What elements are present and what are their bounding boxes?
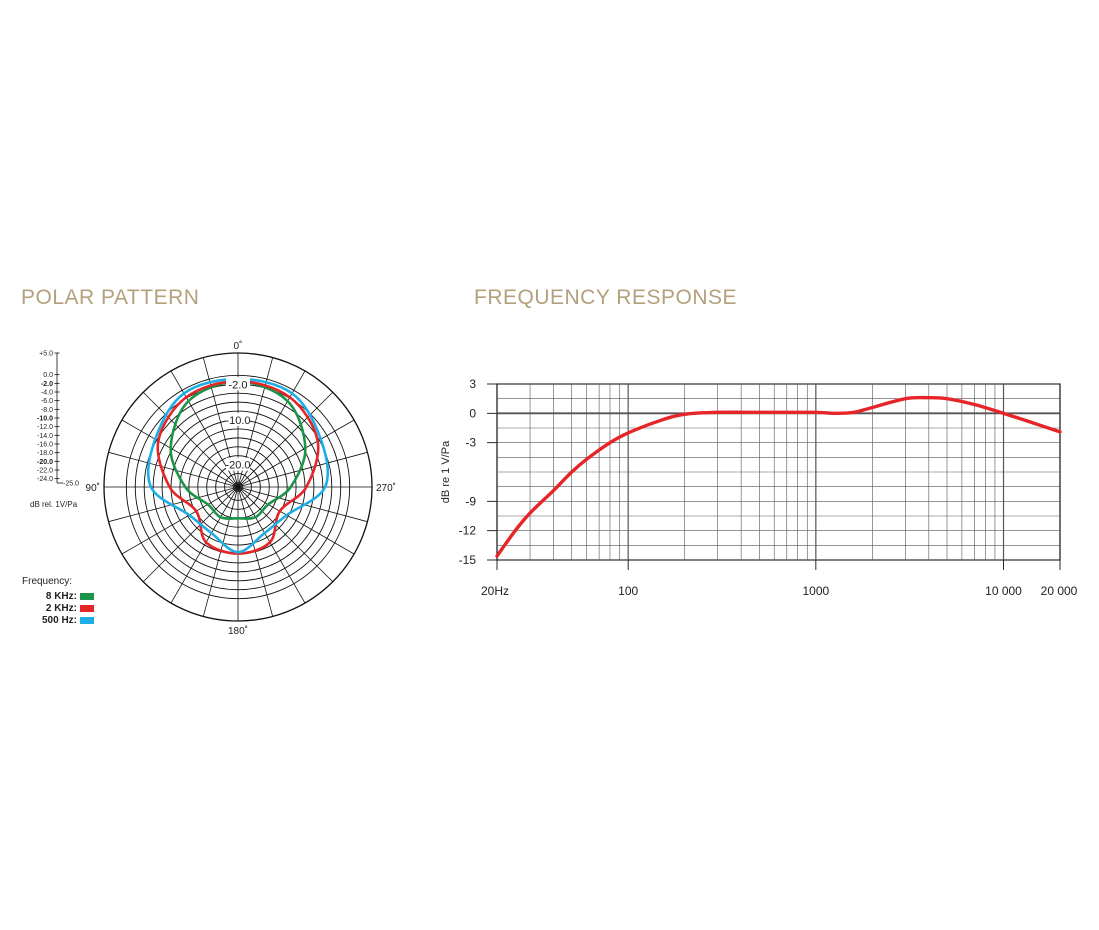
legend-swatch	[80, 616, 94, 624]
polar-spoke	[142, 486, 239, 583]
scale-label: -10.0	[37, 416, 53, 423]
freq-ytick-label: 0	[469, 406, 476, 420]
scale-label: -20.0	[37, 459, 53, 466]
polar-labels: -2.0 -10.0 -20.0 0˚ 180˚ 90˚ 270˚	[86, 340, 396, 637]
polar-spoke	[237, 486, 334, 583]
polar-spoke	[237, 486, 355, 555]
scale-label: -4.0	[41, 390, 53, 397]
polar-spoke	[108, 451, 239, 488]
polar-series-8khz	[169, 380, 307, 520]
ring-label-bg	[226, 413, 250, 426]
legend-item-2khz: 2 KHz:	[22, 602, 94, 614]
scale-label: -24.0	[37, 476, 53, 483]
polar-ring-label: -2.0	[229, 379, 248, 391]
legend-title: Frequency:	[22, 576, 73, 587]
legend-item-500hz: 500 Hz:	[22, 614, 94, 626]
freq-ytick-label: 3	[469, 377, 476, 391]
polar-ring-label: -20.0	[225, 460, 250, 472]
scale-label: -16.0	[37, 442, 53, 449]
scale-label: -8.0	[41, 407, 53, 414]
polar-legend: Frequency: 8 KHz: 2 KHz: 500 Hz:	[22, 576, 94, 626]
angle-label-180: 180˚	[228, 625, 248, 637]
angle-label-90: 90˚	[86, 482, 100, 494]
polar-spoke	[237, 451, 368, 488]
scale-label: -6.0	[41, 398, 53, 405]
freq-response-curve	[495, 395, 1062, 558]
ring-label-bg	[226, 457, 250, 471]
freq-xtick-label: 20Hz	[481, 584, 509, 598]
scale-label: -2.0	[41, 381, 53, 388]
scale-label: 0.0	[43, 372, 53, 379]
freq-ytick-label: -15	[459, 553, 477, 567]
scale-label: -12.0	[37, 424, 53, 431]
polar-ring-label: -10.0	[225, 415, 250, 427]
ring-label-bg	[226, 377, 250, 391]
freq-xtick-label: 20 000	[1041, 584, 1078, 598]
legend-label: 8 KHz:	[45, 590, 77, 602]
frequency-response-title: FREQUENCY RESPONSE	[474, 286, 737, 309]
scale-label: -22.0	[37, 468, 53, 475]
legend-item-8khz: 8 KHz:	[22, 590, 94, 602]
polar-spoke	[121, 419, 239, 488]
freq-xtick-label: 10 000	[985, 584, 1022, 598]
frequency-labels: 3 0 -3 -9 -12 -15 20Hz 100 1000 10 000 20 000 dB re…	[440, 377, 1078, 598]
freq-ytick-label: -3	[465, 436, 476, 450]
freq-ytick-label: -12	[459, 524, 477, 538]
polar-spoke	[237, 419, 355, 488]
freq-ytick-label: -9	[465, 494, 476, 508]
scale-label: -14.0	[37, 433, 53, 440]
legend-swatch	[80, 592, 94, 600]
polar-series-2khz	[156, 379, 320, 555]
frequency-series-group	[495, 395, 1062, 558]
freq-ylabel: dB re 1 V/Pa	[440, 440, 452, 503]
legend-swatch	[80, 604, 94, 612]
polar-pattern-title: POLAR PATTERN	[21, 286, 200, 309]
polar-units-label: dB rel. 1V/Pa	[30, 500, 78, 509]
scale-label: -25.0	[63, 481, 79, 488]
polar-series-group	[147, 377, 329, 555]
scale-label: -18.0	[37, 450, 53, 457]
polar-spoke	[237, 391, 334, 488]
polar-grid	[103, 352, 373, 622]
polar-spoke	[237, 486, 306, 604]
polar-spoke	[170, 486, 239, 604]
angle-label-0: 0˚	[234, 340, 243, 352]
frequency-grid	[496, 383, 1061, 561]
freq-xtick-label: 1000	[802, 584, 829, 598]
legend-label: 500 Hz:	[41, 614, 77, 626]
freq-xtick-label: 100	[618, 584, 638, 598]
polar-scale-axis: +5.0 0.0 -2.0 -4.0-6.0 -8.0 -10.0-12.0 -14.0 -1…	[37, 351, 79, 488]
polar-spoke	[121, 486, 239, 555]
scale-label: +5.0	[39, 351, 53, 358]
polar-series-500hz	[147, 377, 329, 554]
polar-spoke	[142, 391, 239, 488]
angle-label-270: 270˚	[376, 482, 396, 494]
legend-label: 2 KHz:	[45, 602, 77, 614]
